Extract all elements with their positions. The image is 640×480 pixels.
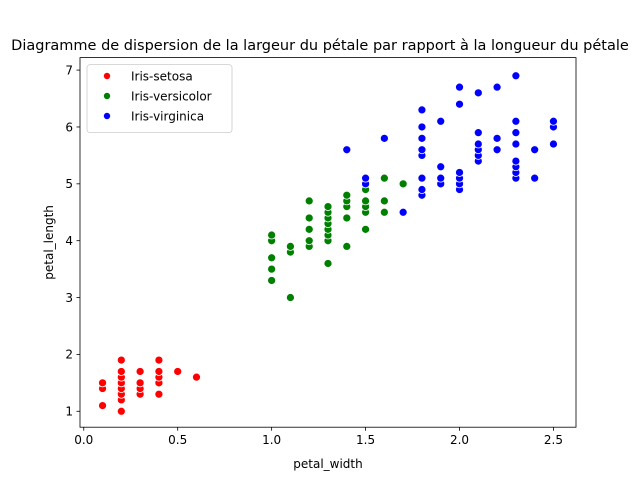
x-axis-label: petal_width (293, 457, 362, 471)
data-point-series-2 (342, 145, 352, 155)
data-point-series-2 (492, 145, 502, 155)
data-point-series-2 (492, 133, 502, 143)
data-point-series-2 (379, 133, 389, 143)
data-point-series-2 (455, 168, 464, 177)
data-point-series-1 (361, 224, 370, 234)
x-tick-label: 2.0 (450, 433, 469, 447)
data-point-series-0 (116, 406, 126, 416)
y-tick-label: 2 (65, 348, 73, 362)
data-point-series-2 (417, 185, 427, 194)
data-point-series-0 (135, 367, 145, 376)
data-point-series-1 (361, 196, 370, 206)
legend-entry-label: Iris-versicolor (131, 89, 212, 103)
data-point-series-1 (342, 213, 352, 223)
data-point-series-1 (267, 230, 277, 240)
data-point-series-2 (361, 173, 370, 183)
legend-marker (103, 72, 111, 80)
x-tick-label: 0.5 (168, 433, 187, 447)
data-point-series-2 (511, 139, 521, 149)
data-point-series-0 (154, 367, 164, 376)
data-point-series-2 (511, 116, 521, 126)
axis-ticks: 0.0 0.5 1.0 1.5 2.0 2.5 1 2 3 4 5 6 7 (65, 63, 563, 447)
data-point-series-1 (304, 236, 314, 246)
data-point-series-1 (286, 293, 295, 302)
data-point-series-1 (323, 259, 333, 268)
data-point-series-0 (154, 355, 164, 365)
x-tick-label: 1.5 (356, 433, 375, 447)
data-point-series-2 (417, 133, 427, 143)
data-point-series-0 (173, 367, 183, 376)
data-point-series-0 (116, 355, 126, 365)
x-tick-label: 0.0 (74, 433, 93, 447)
data-point-series-1 (304, 224, 314, 234)
legend-marker (103, 92, 111, 100)
data-point-series-1 (342, 242, 352, 251)
legend-box (86, 64, 233, 133)
data-point-series-1 (342, 190, 352, 200)
data-point-series-2 (417, 105, 427, 115)
data-point-series-2 (436, 162, 446, 172)
y-axis-label: petal_length (42, 205, 56, 280)
data-point-series-1 (286, 242, 295, 251)
data-point-series-2 (455, 82, 464, 92)
data-point-series-2 (417, 173, 427, 183)
data-point-series-1 (379, 173, 389, 183)
data-point-series-2 (473, 88, 483, 98)
data-point-series-1 (267, 264, 277, 274)
data-points (98, 71, 558, 416)
data-point-series-0 (98, 401, 107, 410)
data-point-series-2 (436, 173, 446, 183)
data-point-series-2 (530, 173, 540, 183)
data-point-series-2 (417, 122, 427, 132)
data-point-series-2 (417, 145, 427, 155)
data-point-series-1 (379, 207, 389, 217)
data-point-series-0 (192, 372, 201, 382)
data-point-series-1 (379, 196, 389, 206)
data-point-series-0 (135, 378, 145, 388)
data-point-series-0 (98, 378, 107, 388)
data-point-series-2 (473, 128, 483, 138)
chart-title: Diagramme de dispersion de la largeur du… (11, 38, 629, 54)
y-tick-label: 5 (65, 177, 73, 191)
y-tick-label: 1 (65, 405, 73, 419)
y-tick-label: 3 (65, 291, 73, 305)
data-point-series-2 (549, 116, 558, 126)
y-tick-label: 7 (65, 63, 73, 77)
data-point-series-2 (511, 71, 521, 81)
data-point-series-2 (530, 145, 540, 155)
data-point-series-1 (267, 276, 277, 285)
legend-marker (103, 112, 111, 120)
x-tick-label: 1.0 (262, 433, 281, 447)
y-tick-label: 6 (65, 120, 73, 134)
data-point-series-2 (549, 139, 558, 149)
plot-frame (79, 57, 577, 428)
x-tick-label: 2.5 (544, 433, 563, 447)
data-point-series-2 (473, 139, 483, 149)
data-point-series-2 (492, 82, 502, 92)
legend-entry-label: Iris-setosa (131, 69, 193, 83)
data-point-series-1 (304, 213, 314, 223)
legend: Iris-setosa Iris-versicolor Iris-virginica (86, 64, 233, 133)
data-point-series-2 (511, 128, 521, 138)
data-point-series-2 (511, 156, 521, 166)
data-point-series-1 (304, 196, 314, 206)
data-point-series-1 (323, 202, 333, 211)
data-point-series-2 (398, 207, 408, 217)
y-tick-label: 4 (65, 234, 73, 248)
data-point-series-1 (267, 253, 277, 263)
data-point-series-2 (436, 116, 446, 126)
data-point-series-0 (154, 389, 164, 399)
legend-entry-label: Iris-virginica (131, 109, 204, 123)
data-point-series-1 (398, 179, 408, 189)
data-point-series-0 (116, 367, 126, 376)
data-point-series-2 (455, 99, 464, 109)
